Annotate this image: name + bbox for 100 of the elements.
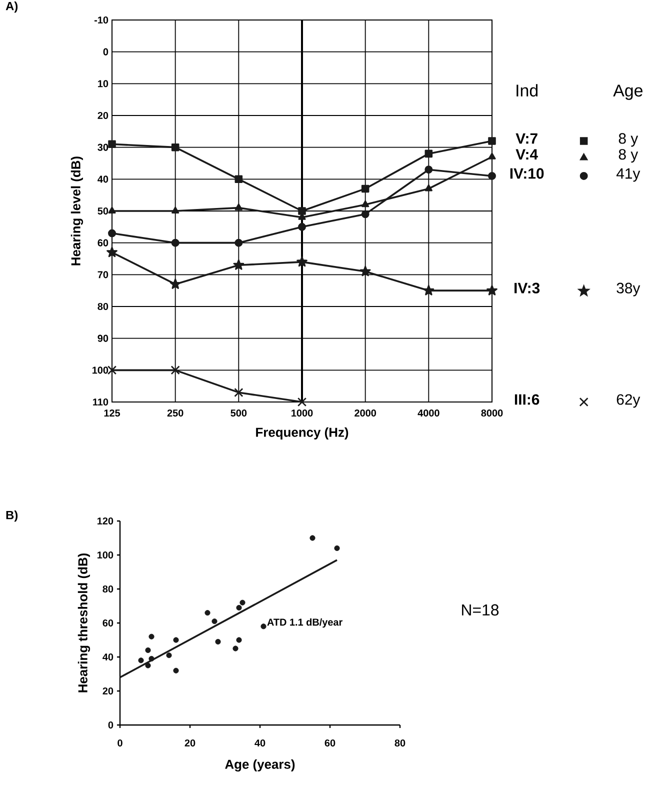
point — [148, 634, 154, 640]
x-tick-label: 2000 — [354, 410, 376, 417]
text: 8 y — [618, 133, 638, 147]
point — [148, 656, 154, 662]
point — [488, 172, 496, 180]
text: Age — [613, 84, 642, 100]
y-tick-label: 60 — [102, 619, 114, 627]
point — [296, 256, 308, 267]
point — [138, 658, 144, 664]
text: III:6 — [514, 394, 540, 405]
point — [234, 388, 244, 398]
point — [260, 624, 266, 630]
point — [423, 284, 434, 296]
series-label: V:4 — [516, 149, 538, 160]
x-axis-title: Age (years) — [225, 759, 295, 772]
point — [108, 140, 116, 148]
y-tick-label: 30 — [98, 144, 108, 151]
point — [145, 647, 151, 653]
point — [106, 246, 118, 258]
text: A) — [6, 2, 18, 13]
y-tick-label: 40 — [102, 653, 114, 661]
point — [424, 166, 433, 174]
point — [233, 259, 244, 270]
x-tick-label: 4000 — [418, 410, 440, 417]
y-tick-label: 60 — [98, 239, 108, 246]
text: 41y — [616, 168, 640, 182]
y-tick-label: 90 — [98, 334, 108, 342]
x-tick-label: 500 — [230, 410, 247, 417]
y-tick-label: 110 — [93, 398, 108, 406]
x-tick-label: 40 — [254, 739, 266, 747]
series-label: IV:10 — [510, 168, 544, 179]
point — [108, 206, 116, 214]
point — [234, 238, 243, 247]
text: B) — [6, 510, 18, 522]
point — [170, 366, 180, 375]
y-tick-label: 0 — [103, 48, 108, 56]
text: N=18 — [462, 604, 499, 616]
point — [362, 200, 370, 208]
point — [361, 184, 370, 193]
x-tick-label: 80 — [394, 739, 406, 747]
text: 62y — [616, 394, 640, 408]
point — [234, 175, 243, 184]
y-tick-label: 100 — [97, 551, 114, 559]
point — [486, 284, 498, 296]
y-tick-label: 0 — [108, 721, 114, 729]
point — [488, 152, 496, 160]
point — [170, 278, 181, 289]
y-tick-label: 50 — [98, 207, 108, 215]
point — [107, 366, 117, 375]
y-tick-label: 10 — [98, 80, 108, 88]
x-tick-label: 1000 — [292, 410, 313, 417]
x-tick-label: 125 — [104, 410, 120, 417]
series-label: IV:3 — [514, 282, 540, 294]
point — [360, 266, 371, 276]
point — [215, 638, 221, 644]
point — [298, 207, 306, 215]
y-axis-title: Hearing level (dB) — [70, 156, 84, 266]
point — [234, 204, 242, 210]
y-tick-label: 40 — [98, 176, 108, 183]
legend-title: Ind — [516, 84, 538, 97]
x-tick-label: 20 — [184, 739, 196, 747]
point — [334, 545, 340, 551]
point — [108, 229, 116, 238]
text: 8 y — [618, 149, 638, 163]
point — [236, 637, 242, 643]
point — [172, 206, 180, 214]
point — [236, 604, 242, 610]
point — [166, 652, 172, 658]
point — [240, 600, 246, 606]
text: 38y — [616, 282, 640, 296]
point — [297, 397, 307, 407]
point — [310, 535, 316, 541]
point — [298, 222, 306, 231]
point — [173, 637, 179, 643]
x-axis-title: Frequency (Hz) — [256, 427, 348, 440]
point — [212, 618, 218, 624]
y-tick-label: 100 — [92, 366, 108, 374]
point — [361, 210, 370, 218]
y-tick-label: 80 — [98, 302, 108, 310]
y-tick-label: 20 — [102, 687, 114, 695]
y-tick-label: 120 — [97, 517, 114, 525]
point — [173, 668, 179, 674]
y-tick-label: 20 — [98, 112, 108, 120]
series-label: V:7 — [516, 133, 538, 144]
x-tick-label: 0 — [118, 739, 122, 747]
x-tick-label: 60 — [324, 739, 336, 747]
point — [171, 143, 180, 152]
point — [171, 238, 180, 247]
y-tick-label: 80 — [102, 585, 114, 593]
point — [232, 646, 238, 652]
annotation: ATD 1.1 dB/year — [267, 618, 342, 628]
y-tick-label: -10 — [94, 16, 108, 24]
point — [424, 150, 433, 158]
y-axis-title: Hearing threshold (dB) — [78, 553, 90, 692]
x-tick-label: 250 — [167, 410, 184, 417]
y-tick-label: 70 — [98, 271, 108, 278]
point — [424, 184, 432, 192]
point — [204, 610, 210, 616]
point — [488, 137, 496, 145]
x-tick-label: 8000 — [481, 410, 503, 417]
